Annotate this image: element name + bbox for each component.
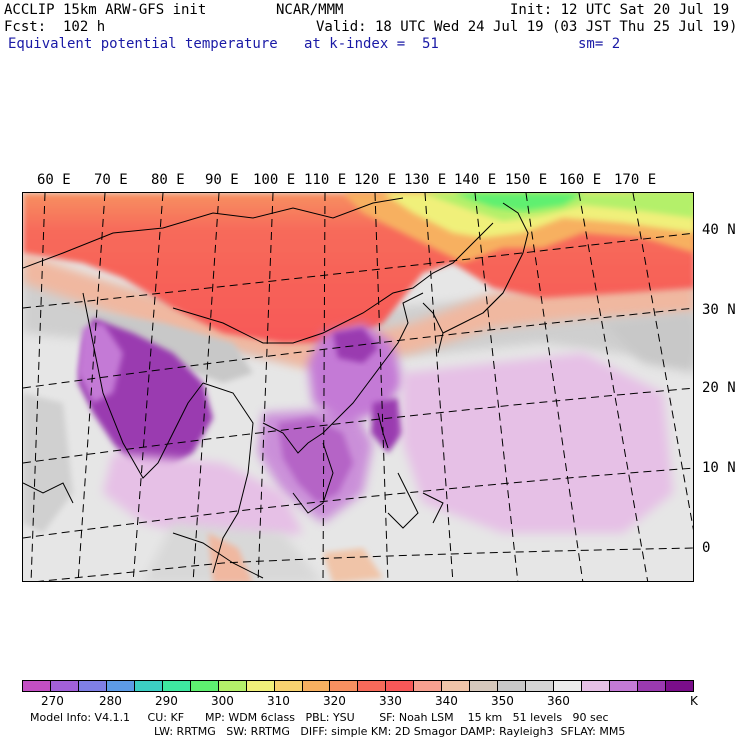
colorbar-tick-300: 300	[211, 694, 234, 708]
lat-label-30n: 30 N	[702, 302, 736, 318]
lon-label-90e: 90 E	[205, 172, 239, 188]
colorbar-swatch	[610, 681, 638, 691]
lon-label-150e: 150 E	[505, 172, 548, 188]
colorbar-swatch	[414, 681, 443, 691]
colorbar-swatch	[23, 681, 51, 691]
level-label: at k-index = 51	[304, 36, 439, 52]
lat-label-10n: 10 N	[702, 460, 736, 476]
lon-label-160e: 160 E	[559, 172, 602, 188]
theta-e-field	[23, 193, 693, 581]
init-time: Init: 12 UTC Sat 20 Jul 19	[510, 2, 730, 18]
colorbar-swatch	[665, 681, 693, 691]
colorbar-unit: K	[690, 694, 698, 708]
colorbar-swatch	[498, 681, 527, 691]
colorbar-tick-280: 280	[99, 694, 122, 708]
colorbar-tick-330: 330	[379, 694, 402, 708]
lon-label-60e: 60 E	[37, 172, 71, 188]
colorbar-swatch	[106, 681, 135, 691]
colorbar-swatch	[78, 681, 107, 691]
colorbar-swatch	[218, 681, 247, 691]
lat-label-40n: 40 N	[702, 222, 736, 238]
colorbar-swatch	[330, 681, 359, 691]
colorbar-swatch	[470, 681, 499, 691]
model-title: ACCLIP 15km ARW-GFS init	[4, 2, 207, 18]
colorbar-tick-320: 320	[323, 694, 346, 708]
field-name: Equivalent potential temperature	[8, 36, 278, 52]
colorbar-tick-340: 340	[435, 694, 458, 708]
lat-label-0: 0	[702, 540, 711, 556]
map-panel	[22, 192, 694, 582]
colorbar-tick-310: 310	[267, 694, 290, 708]
colorbar-swatch	[442, 681, 471, 691]
forecast-hour: Fcst: 102 h	[4, 19, 106, 35]
colorbar-tick-360: 360	[547, 694, 570, 708]
model-info-line1: Model Info: V4.1.1 CU: KF MP: WDM 6class…	[30, 711, 609, 724]
lon-label-140e: 140 E	[454, 172, 497, 188]
lon-label-80e: 80 E	[151, 172, 185, 188]
colorbar-swatch	[582, 681, 611, 691]
colorbar-swatch	[358, 681, 387, 691]
colorbar-swatch	[302, 681, 331, 691]
model-info-line2: LW: RRTMG SW: RRTMG DIFF: simple KM: 2D …	[154, 725, 626, 738]
lon-label-130e: 130 E	[404, 172, 447, 188]
colorbar-swatch	[637, 681, 666, 691]
valid-time: Valid: 18 UTC Wed 24 Jul 19 (03 JST Thu …	[316, 19, 738, 35]
colorbar-swatch	[50, 681, 79, 691]
lon-label-110e: 110 E	[304, 172, 347, 188]
colorbar	[22, 680, 694, 692]
colorbar-tick-290: 290	[155, 694, 178, 708]
lon-label-70e: 70 E	[94, 172, 128, 188]
colorbar-swatch	[526, 681, 555, 691]
lon-label-120e: 120 E	[354, 172, 397, 188]
colorbar-swatch	[162, 681, 191, 691]
colorbar-swatch	[274, 681, 303, 691]
colorbar-swatch	[386, 681, 415, 691]
lon-label-100e: 100 E	[253, 172, 296, 188]
lon-label-170e: 170 E	[614, 172, 657, 188]
smoothing-label: sm= 2	[578, 36, 621, 52]
colorbar-tick-350: 350	[491, 694, 514, 708]
colorbar-swatch	[134, 681, 163, 691]
colorbar-swatch	[554, 681, 583, 691]
colorbar-tick-270: 270	[41, 694, 64, 708]
colorbar-swatch	[246, 681, 275, 691]
colorbar-swatch	[190, 681, 219, 691]
institution-label: NCAR/MMM	[276, 2, 344, 18]
lat-label-20n: 20 N	[702, 380, 736, 396]
